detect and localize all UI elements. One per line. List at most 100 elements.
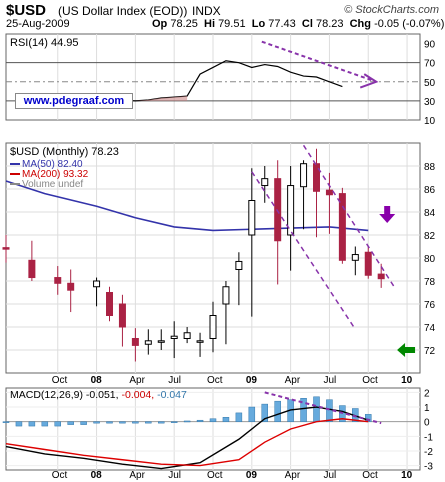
macd-hist-bar	[365, 414, 372, 422]
macd-hist-bar	[132, 421, 139, 424]
macd-hist-bar	[67, 421, 74, 425]
legend-label: Volume undef	[22, 179, 83, 190]
x-tick-label: 08	[91, 470, 103, 481]
macd-hist-bar	[261, 403, 268, 422]
rsi-panel: 90 70 50 30 10 RSI(14) 44.95	[5, 33, 436, 127]
chart-header: $USD (US Dollar Index (EOD)) INDX © Stoc…	[0, 0, 445, 34]
x-tick-label: Oct	[362, 470, 378, 481]
price-tick-label: 88	[424, 162, 436, 173]
price-tick-label: 80	[424, 254, 436, 265]
exchange-label: INDX	[192, 4, 221, 18]
price-tick-label: 72	[424, 346, 436, 357]
price-candle-body	[28, 259, 36, 279]
x-tick-label: Jul	[323, 375, 336, 386]
x-tick-label: Oct	[362, 375, 378, 386]
macd-hist-bar	[196, 419, 204, 422]
price-title: $USD (Monthly) 78.23	[10, 146, 119, 158]
macd-tick-label: 0	[424, 418, 430, 429]
macd-tick-label: -3	[424, 462, 433, 473]
price-candle-body	[131, 338, 139, 346]
x-tick-label: Jul	[323, 470, 336, 481]
price-candle-body	[93, 280, 101, 288]
price-candle-body	[144, 340, 152, 345]
x-tick-label: Oct	[207, 470, 223, 481]
price-candle-body	[377, 273, 385, 280]
rsi-tick-label: 70	[424, 59, 436, 70]
price-tick-label: 84	[424, 208, 436, 219]
price-candle-body	[300, 163, 308, 188]
rsi-tick-label: 30	[424, 97, 436, 108]
macd-hist-bar	[248, 406, 256, 422]
rsi-trend-arrow	[261, 40, 377, 83]
x-tick-label: Apr	[129, 470, 145, 481]
channel-upper	[302, 144, 395, 288]
macd-hist-bar	[93, 421, 100, 424]
price-candle-body	[351, 254, 359, 261]
macd-hist-bar	[158, 421, 165, 424]
legend-label: MA(50) 82.40	[22, 159, 83, 170]
x-tick-label: 10	[401, 375, 413, 386]
price-candle-body	[338, 193, 346, 261]
macd-trend-arrow	[264, 391, 382, 425]
macd-hist-bar	[145, 421, 152, 424]
channel-lower	[251, 171, 356, 330]
quote-values: Op 78.25 Hi 79.51 Lo 77.43 Cl 78.23 Chg …	[152, 18, 445, 30]
x-tick-label: Jul	[168, 470, 181, 481]
down-arrow-shaft	[384, 206, 391, 214]
legend-label: MA(200) 93.32	[22, 169, 89, 180]
macd-hist-bar	[80, 421, 87, 425]
x-axis: Oct 08 Apr Jul Oct 09 Apr Jul Oct 10 Oct 08 Apr Jul Oc…	[52, 375, 413, 481]
brand-label: © StockCharts.com	[344, 4, 439, 16]
left-arrow-icon	[397, 343, 416, 357]
chart-subtitle: (US Dollar Index (EOD))	[58, 4, 188, 18]
x-tick-label: 08	[91, 375, 103, 386]
price-candle-body	[106, 292, 113, 316]
price-candle-body	[274, 178, 282, 242]
price-tick-label: 76	[424, 300, 436, 311]
price-candle-body	[54, 277, 62, 284]
macd-hist-bar	[28, 421, 36, 427]
price-candle-body	[287, 185, 295, 236]
macd-hist-bar	[300, 398, 307, 422]
rsi-arrow-head	[359, 73, 379, 89]
price-candle-body	[313, 163, 320, 192]
macd-hist-bar	[326, 399, 333, 422]
price-tick-label: 82	[424, 231, 436, 242]
macd-hist-bar	[54, 421, 61, 427]
ma50-line	[5, 180, 369, 232]
x-tick-label: 09	[246, 470, 258, 481]
macd-tick-label: -1	[424, 432, 433, 443]
price-candle-body	[157, 340, 165, 343]
macd-hist-bar	[106, 421, 113, 424]
price-candle-body	[118, 303, 126, 328]
price-candle-body	[325, 189, 333, 196]
price-tick-label: 74	[424, 323, 436, 334]
price-candle-body	[2, 247, 10, 250]
price-candle-body	[235, 260, 243, 271]
x-tick-label: Apr	[285, 470, 301, 481]
chart-symbol: $USD	[6, 2, 47, 19]
website-link[interactable]: www.pdegraaf.com	[15, 93, 133, 109]
x-tick-label: Apr	[285, 375, 301, 386]
rsi-title: RSI(14) 44.95	[10, 37, 78, 49]
x-tick-label: 09	[246, 375, 258, 386]
macd-hist-bar	[183, 420, 191, 423]
x-tick-label: Jul	[168, 375, 181, 386]
price-candle-body	[248, 200, 256, 236]
x-tick-label: Oct	[52, 470, 68, 481]
rsi-tick-label: 10	[424, 116, 436, 127]
x-tick-label: Oct	[207, 375, 223, 386]
macd-panel: 2 1 0 -1 -2 -3 MACD(12,26,9) -0.051, -0.004, -…	[2, 387, 433, 473]
price-candle-body	[170, 335, 178, 340]
price-tick-label: 78	[424, 277, 436, 288]
macd-title: MACD(12,26,9) -0.051, -0.004, -0.047	[10, 389, 187, 401]
quote-date: 25-Aug-2009	[6, 18, 70, 30]
macd-hist-bar	[222, 417, 230, 422]
rsi-tick-label: 90	[424, 40, 436, 51]
price-candle-body	[261, 178, 269, 187]
price-tick-label: 86	[424, 185, 436, 196]
macd-hist-bar	[15, 421, 23, 427]
price-candle-body	[196, 340, 204, 343]
